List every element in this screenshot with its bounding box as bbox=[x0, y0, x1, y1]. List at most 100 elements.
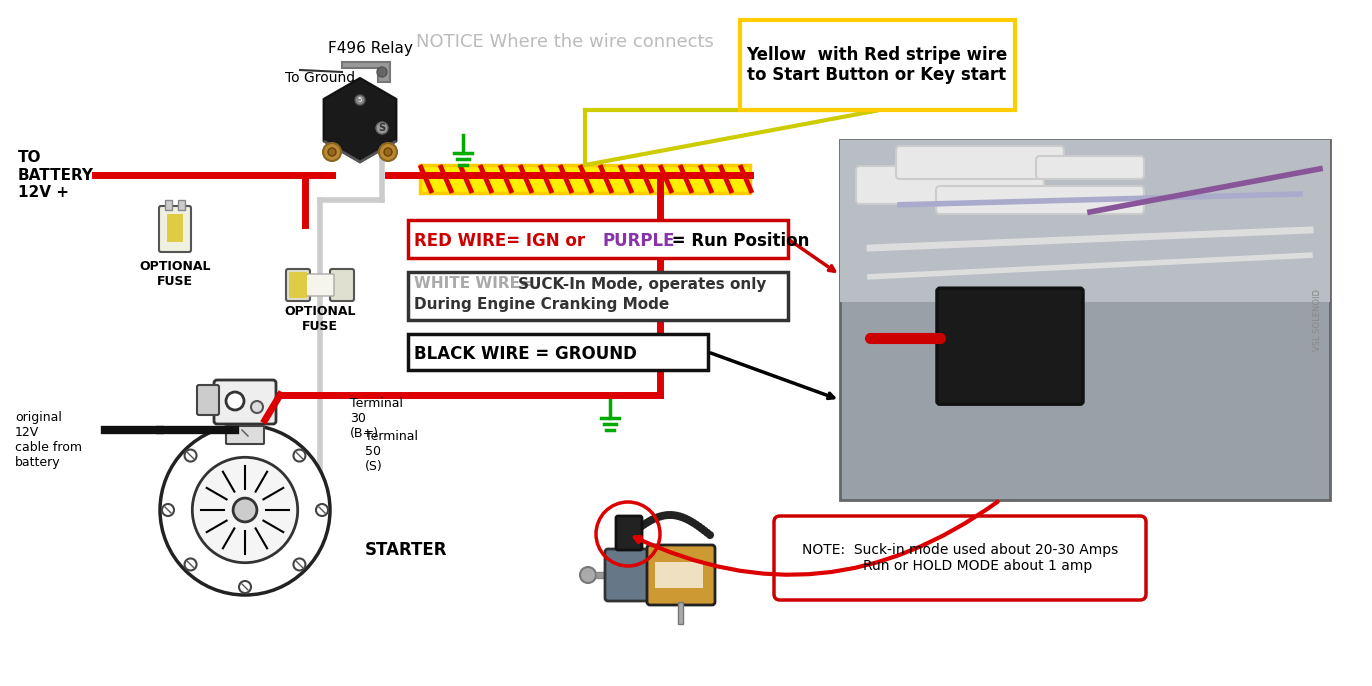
Circle shape bbox=[376, 122, 388, 134]
FancyBboxPatch shape bbox=[1036, 156, 1144, 179]
Circle shape bbox=[693, 521, 700, 529]
Circle shape bbox=[645, 517, 653, 525]
Text: BLACK WIRE = GROUND: BLACK WIRE = GROUND bbox=[414, 345, 637, 363]
FancyBboxPatch shape bbox=[285, 269, 310, 301]
Circle shape bbox=[634, 525, 642, 532]
Circle shape bbox=[355, 95, 365, 105]
Text: PURPLE: PURPLE bbox=[604, 232, 675, 250]
Circle shape bbox=[683, 516, 691, 523]
Text: OPTIONAL
FUSE: OPTIONAL FUSE bbox=[284, 305, 355, 333]
Circle shape bbox=[707, 531, 713, 539]
Circle shape bbox=[639, 521, 648, 529]
Bar bbox=[167, 214, 182, 242]
Text: RED WIRE= IGN or: RED WIRE= IGN or bbox=[414, 232, 591, 250]
FancyBboxPatch shape bbox=[605, 549, 653, 601]
Circle shape bbox=[316, 504, 328, 516]
FancyBboxPatch shape bbox=[331, 269, 354, 301]
Circle shape bbox=[690, 519, 697, 527]
Bar bbox=[654, 562, 702, 588]
Circle shape bbox=[687, 517, 694, 525]
Text: SUCK-In Mode, operates only: SUCK-In Mode, operates only bbox=[519, 276, 767, 292]
FancyBboxPatch shape bbox=[616, 516, 642, 550]
Circle shape bbox=[628, 529, 637, 537]
Circle shape bbox=[162, 504, 174, 516]
FancyBboxPatch shape bbox=[856, 166, 1044, 204]
Text: F496 Relay: F496 Relay bbox=[328, 40, 413, 56]
FancyBboxPatch shape bbox=[740, 20, 1015, 110]
Circle shape bbox=[580, 567, 595, 583]
FancyBboxPatch shape bbox=[407, 334, 708, 370]
Circle shape bbox=[656, 512, 664, 521]
Text: S: S bbox=[379, 123, 386, 133]
Bar bbox=[840, 140, 1329, 302]
Text: To Ground: To Ground bbox=[285, 71, 355, 85]
Circle shape bbox=[704, 529, 711, 537]
Circle shape bbox=[377, 67, 387, 77]
Circle shape bbox=[664, 511, 672, 519]
Text: = Run Position: = Run Position bbox=[665, 232, 809, 250]
Circle shape bbox=[294, 449, 306, 462]
FancyBboxPatch shape bbox=[226, 426, 263, 444]
Circle shape bbox=[659, 512, 667, 520]
Circle shape bbox=[226, 392, 244, 410]
Circle shape bbox=[161, 425, 331, 595]
Text: STARTER: STARTER bbox=[365, 541, 447, 559]
Bar bbox=[420, 165, 750, 193]
Circle shape bbox=[698, 525, 705, 532]
Circle shape bbox=[328, 148, 336, 156]
Circle shape bbox=[642, 519, 650, 527]
FancyBboxPatch shape bbox=[289, 272, 307, 298]
Circle shape bbox=[379, 143, 397, 161]
FancyBboxPatch shape bbox=[896, 146, 1065, 179]
Circle shape bbox=[681, 514, 689, 523]
Text: Terminal
30
(B+): Terminal 30 (B+) bbox=[350, 397, 403, 440]
Circle shape bbox=[384, 148, 392, 156]
Text: Yellow  with Red stripe wire
to Start Button or Key start: Yellow with Red stripe wire to Start But… bbox=[746, 45, 1007, 84]
Bar bbox=[165, 200, 172, 210]
Bar bbox=[178, 200, 185, 210]
Circle shape bbox=[650, 514, 659, 523]
Text: WHITE WIRE=: WHITE WIRE= bbox=[414, 276, 538, 292]
Bar bbox=[678, 602, 683, 624]
Text: TO
BATTERY
12V +: TO BATTERY 12V + bbox=[18, 150, 95, 200]
FancyBboxPatch shape bbox=[407, 220, 788, 258]
Circle shape bbox=[661, 511, 670, 519]
Text: NOTE:  Suck-in mode used about 20-30 Amps
        Run or HOLD MODE about 1 amp: NOTE: Suck-in mode used about 20-30 Amps… bbox=[801, 543, 1118, 573]
Text: NOTICE Where the wire connects: NOTICE Where the wire connects bbox=[416, 33, 713, 51]
Circle shape bbox=[239, 581, 251, 593]
Circle shape bbox=[675, 512, 683, 521]
FancyBboxPatch shape bbox=[306, 274, 333, 296]
Circle shape bbox=[239, 427, 251, 439]
FancyBboxPatch shape bbox=[198, 385, 220, 415]
FancyBboxPatch shape bbox=[407, 272, 788, 320]
Circle shape bbox=[294, 558, 306, 571]
FancyBboxPatch shape bbox=[937, 288, 1083, 404]
FancyBboxPatch shape bbox=[159, 206, 191, 252]
Circle shape bbox=[192, 458, 298, 563]
FancyBboxPatch shape bbox=[936, 186, 1144, 214]
Circle shape bbox=[653, 513, 661, 521]
Text: VSL SOLENOID: VSL SOLENOID bbox=[1313, 289, 1323, 351]
Circle shape bbox=[696, 523, 702, 530]
FancyBboxPatch shape bbox=[214, 380, 276, 424]
Bar bbox=[840, 140, 1329, 500]
Text: During Engine Cranking Mode: During Engine Cranking Mode bbox=[414, 298, 670, 313]
FancyBboxPatch shape bbox=[648, 545, 715, 605]
Text: OPTIONAL
FUSE: OPTIONAL FUSE bbox=[139, 260, 211, 288]
FancyBboxPatch shape bbox=[774, 516, 1146, 600]
Circle shape bbox=[672, 512, 681, 520]
Text: original
12V
cable from
battery: original 12V cable from battery bbox=[15, 411, 82, 469]
Circle shape bbox=[637, 523, 645, 530]
Circle shape bbox=[233, 498, 257, 522]
Circle shape bbox=[251, 401, 263, 413]
Polygon shape bbox=[324, 78, 397, 162]
Circle shape bbox=[322, 143, 342, 161]
Text: 5: 5 bbox=[358, 97, 362, 103]
Circle shape bbox=[670, 511, 678, 519]
Circle shape bbox=[185, 449, 196, 462]
Circle shape bbox=[185, 558, 196, 571]
Circle shape bbox=[678, 513, 686, 521]
Circle shape bbox=[648, 516, 656, 523]
Bar bbox=[595, 572, 611, 578]
Text: Terminal
50
(S): Terminal 50 (S) bbox=[365, 430, 418, 473]
